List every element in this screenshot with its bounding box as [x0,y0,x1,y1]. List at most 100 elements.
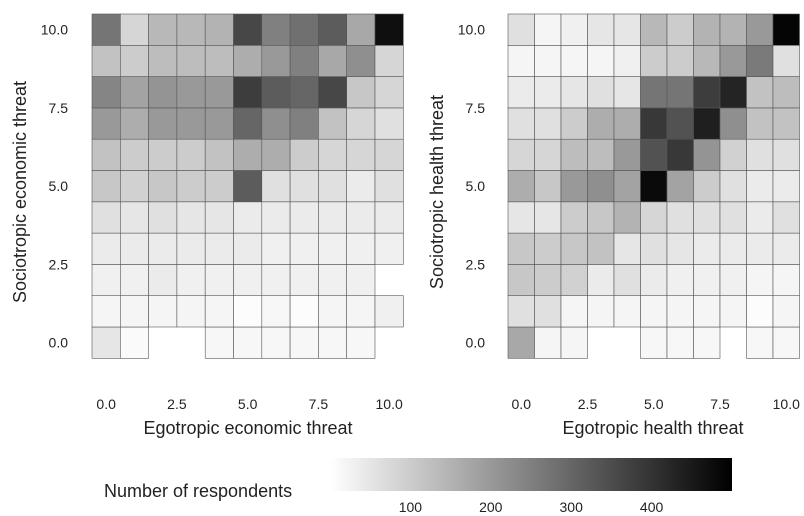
heatmap-cell [176,13,206,46]
heatmap-cell [613,13,641,46]
heatmap-cell [772,44,800,77]
heatmap-cell [640,76,668,109]
heatmap-cell [120,13,149,46]
heatmap-cell [148,170,178,203]
heatmap-cell [204,44,234,77]
heatmap-cell [346,138,376,171]
heatmap-cell [693,326,721,359]
heatmap-cell [261,44,291,77]
heatmap-cell [318,264,347,296]
heatmap-cell [261,138,291,171]
heatmap-cell [289,264,319,296]
heatmap-cell [613,295,641,328]
heatmap-cells [91,13,404,359]
heatmap-cell [666,13,694,46]
heatmap-cell [613,264,641,296]
heatmap-cell [534,232,562,265]
heatmap-cell [261,295,291,328]
heatmap-cell [233,326,263,359]
heatmap-cell [261,107,291,140]
heatmap-cell [318,13,347,46]
heatmap-cell [507,232,535,265]
heatmap-cell [560,295,588,328]
legend-tick-label: 300 [560,499,584,515]
heatmap-cell [318,76,347,109]
heatmap-cell [746,295,774,328]
heatmap-cell [719,107,747,140]
x-tick-label: 2.5 [578,396,598,412]
x-tick-labels: 0.0 2.5 5.0 7.5 10.0 [96,396,403,412]
heatmap-cell [507,326,535,359]
heatmap-cell [91,232,121,265]
heatmap-cell [640,13,668,46]
heatmap-cell [560,170,588,203]
heatmap-cell [560,264,588,296]
y-tick-label: 2.5 [49,256,69,272]
heatmap-cell [346,264,376,296]
y-tick-label: 7.5 [49,100,69,116]
heatmap-cell [534,13,562,46]
heatmap-cell [693,170,721,203]
heatmap-cell [233,138,263,171]
x-tick-labels: 0.0 2.5 5.0 7.5 10.0 [512,396,801,412]
x-axis-title: Egotropic health threat [562,418,743,438]
heatmap-cell [289,295,319,328]
heatmap-cell [346,44,376,77]
heatmap-cell [261,13,291,46]
heatmap-cell [507,264,535,296]
heatmap-cell [233,44,263,77]
heatmap-cell [507,170,535,203]
heatmap-cell [640,138,668,171]
heatmap-cell [772,76,800,109]
heatmap-cell [640,232,668,265]
heatmap-cell [587,76,615,109]
y-tick-label: 5.0 [49,178,69,194]
heatmap-cell [613,138,641,171]
x-tick-label: 0.0 [96,396,116,412]
heatmap-cell [204,264,234,296]
heatmap-cell [346,201,376,234]
heatmap-cell [261,76,291,109]
heatmap-cell [374,201,404,234]
heatmap-cell [666,76,694,109]
heatmap-cell [507,13,535,46]
heatmap-cell [507,107,535,140]
heatmap-cell [289,13,319,46]
heatmap-cell [91,76,121,109]
heatmap-cell [233,76,263,109]
heatmap-cell [148,264,178,296]
heatmap-cell [91,326,121,359]
heatmap-cell [120,201,149,234]
heatmap-cell [289,170,319,203]
x-tick-label: 10.0 [376,396,403,412]
heatmap-cell [693,13,721,46]
heatmap-cell [91,107,121,140]
heatmap-cell [374,76,404,109]
heatmap-cell [640,44,668,77]
heatmap-cell [374,295,404,328]
heatmap-cell [507,295,535,328]
heatmap-cell [176,232,206,265]
legend-color-bar [330,458,732,491]
heatmap-cell [120,232,149,265]
heatmap-cell [204,201,234,234]
heatmap-cell [148,295,178,328]
heatmap-cell [560,201,588,234]
heatmap-cell [91,264,121,296]
heatmap-cell [666,232,694,265]
heatmap-cell [91,295,121,328]
heatmap-cell [587,107,615,140]
heatmap-cell [666,170,694,203]
legend-tick-labels: 100 200 300 400 [399,499,664,515]
heatmap-cell [746,13,774,46]
heatmap-cell [233,170,263,203]
heatmap-cell [507,138,535,171]
legend-tick-label: 100 [399,499,423,515]
heatmap-cell [318,232,347,265]
heatmap-cell [587,232,615,265]
heatmap-cell [204,107,234,140]
heatmap-cell [204,232,234,265]
y-tick-labels: 0.0 2.5 5.0 7.5 10.0 [41,22,68,351]
heatmap-cell [746,264,774,296]
heatmap-cell [613,232,641,265]
